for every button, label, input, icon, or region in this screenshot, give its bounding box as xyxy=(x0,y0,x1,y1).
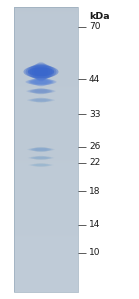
Ellipse shape xyxy=(28,67,54,76)
Ellipse shape xyxy=(35,77,47,86)
Ellipse shape xyxy=(31,148,51,151)
Ellipse shape xyxy=(25,79,57,85)
Text: kDa: kDa xyxy=(89,12,110,21)
Text: 44: 44 xyxy=(89,75,100,84)
Ellipse shape xyxy=(28,89,54,94)
Ellipse shape xyxy=(32,147,50,152)
Ellipse shape xyxy=(28,156,54,159)
Ellipse shape xyxy=(29,80,53,84)
Ellipse shape xyxy=(34,147,48,152)
Ellipse shape xyxy=(34,98,48,103)
Ellipse shape xyxy=(31,147,51,152)
Ellipse shape xyxy=(27,148,55,151)
Text: 22: 22 xyxy=(89,158,100,167)
Ellipse shape xyxy=(29,156,53,159)
Ellipse shape xyxy=(34,156,48,160)
Text: 33: 33 xyxy=(89,110,100,119)
Ellipse shape xyxy=(30,99,52,101)
Ellipse shape xyxy=(30,63,52,80)
Ellipse shape xyxy=(34,62,48,82)
Ellipse shape xyxy=(27,98,55,102)
Ellipse shape xyxy=(32,164,50,166)
Text: 14: 14 xyxy=(89,220,100,229)
Ellipse shape xyxy=(30,98,52,102)
Ellipse shape xyxy=(33,163,49,167)
Ellipse shape xyxy=(28,64,54,80)
Ellipse shape xyxy=(30,90,52,93)
Text: 18: 18 xyxy=(89,187,100,196)
Text: 70: 70 xyxy=(89,22,100,31)
Ellipse shape xyxy=(26,89,56,93)
Ellipse shape xyxy=(33,156,49,160)
Ellipse shape xyxy=(31,164,51,167)
Ellipse shape xyxy=(33,78,49,86)
Bar xyxy=(14,7,78,292)
Ellipse shape xyxy=(30,89,52,94)
Ellipse shape xyxy=(32,89,50,94)
Ellipse shape xyxy=(31,157,51,159)
Ellipse shape xyxy=(27,79,55,85)
Ellipse shape xyxy=(29,98,53,102)
Ellipse shape xyxy=(32,62,50,81)
Ellipse shape xyxy=(33,88,49,94)
Ellipse shape xyxy=(29,78,53,86)
Text: 26: 26 xyxy=(89,142,100,151)
Ellipse shape xyxy=(29,148,53,151)
Ellipse shape xyxy=(32,98,50,103)
Ellipse shape xyxy=(23,65,59,78)
Ellipse shape xyxy=(28,164,54,166)
Text: 10: 10 xyxy=(89,248,100,257)
Ellipse shape xyxy=(31,156,51,160)
Ellipse shape xyxy=(31,78,51,86)
Ellipse shape xyxy=(30,164,52,167)
Ellipse shape xyxy=(26,65,56,79)
Ellipse shape xyxy=(35,88,47,94)
